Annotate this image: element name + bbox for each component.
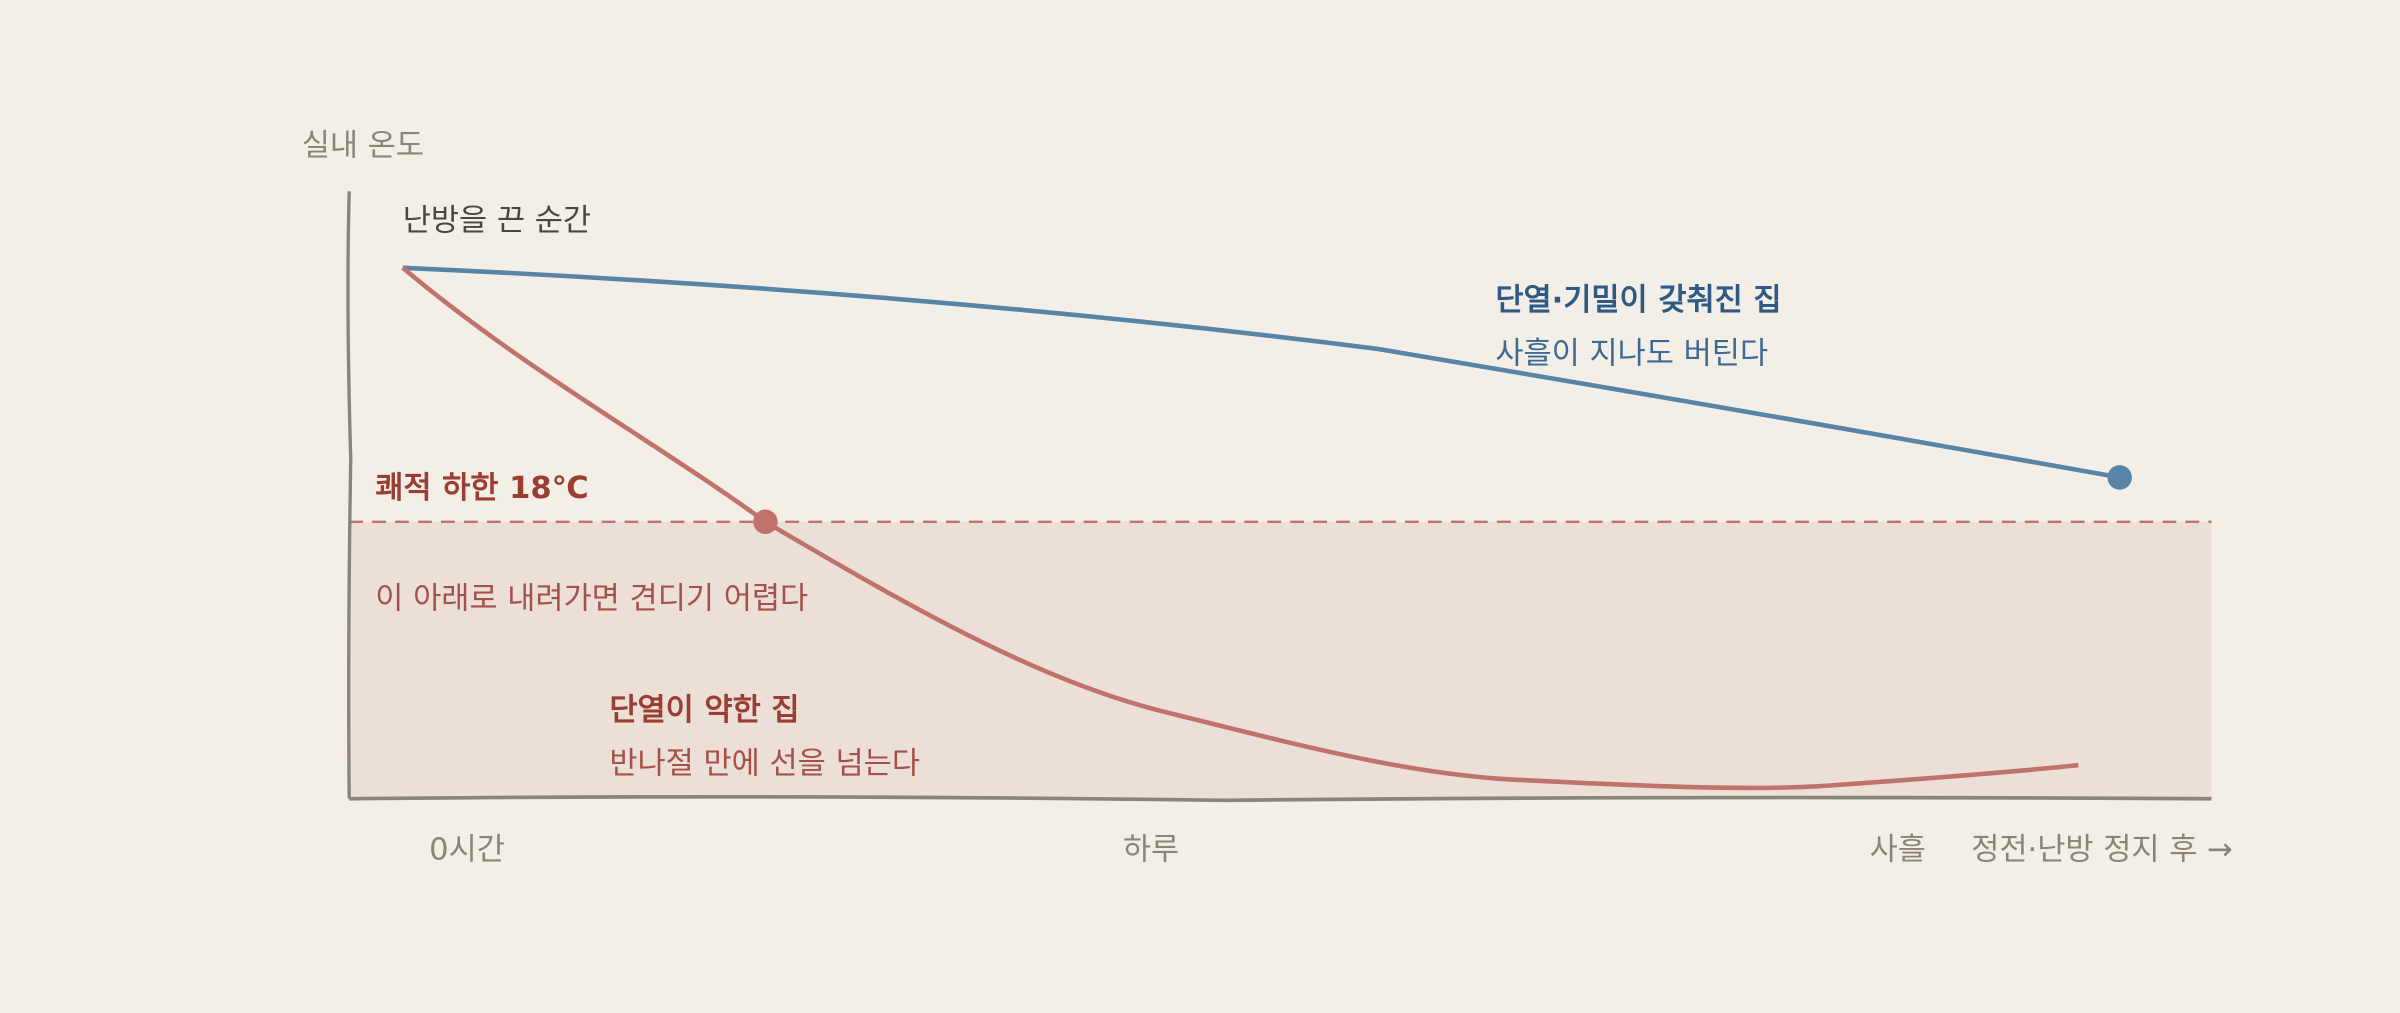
threshold-label: 쾌적 하한 18℃ bbox=[375, 471, 589, 506]
x-tick-label: 0시간 bbox=[429, 832, 505, 867]
series-note: 반나절 만에 선을 넘는다 bbox=[609, 747, 920, 782]
crossing-dot bbox=[753, 509, 778, 535]
series-note: 사흘이 지나도 버틴다 bbox=[1495, 337, 1768, 372]
x-tick-label: 사흘 bbox=[1870, 832, 1926, 867]
start-label: 난방을 끈 순간 bbox=[403, 203, 591, 238]
below-threshold-zone bbox=[349, 521, 2212, 799]
weak-curve bbox=[401, 266, 2079, 791]
series-name: 단열이 약한 집 bbox=[609, 693, 799, 728]
y-axis bbox=[346, 191, 353, 799]
y-axis-label: 실내 온도 bbox=[302, 128, 424, 163]
insulated-end-dot bbox=[2107, 465, 2132, 490]
x-tick-label: 하루 bbox=[1123, 832, 1179, 867]
threshold-note: 이 아래로 내려가면 견디기 어렵다 bbox=[375, 581, 808, 616]
series-name: 단열·기밀이 갖춰진 집 bbox=[1495, 283, 1781, 318]
x-axis-label: 정전·난방 정지 후 → bbox=[1971, 832, 2233, 867]
x-axis bbox=[349, 794, 2212, 803]
insulated-curve bbox=[402, 265, 2121, 480]
